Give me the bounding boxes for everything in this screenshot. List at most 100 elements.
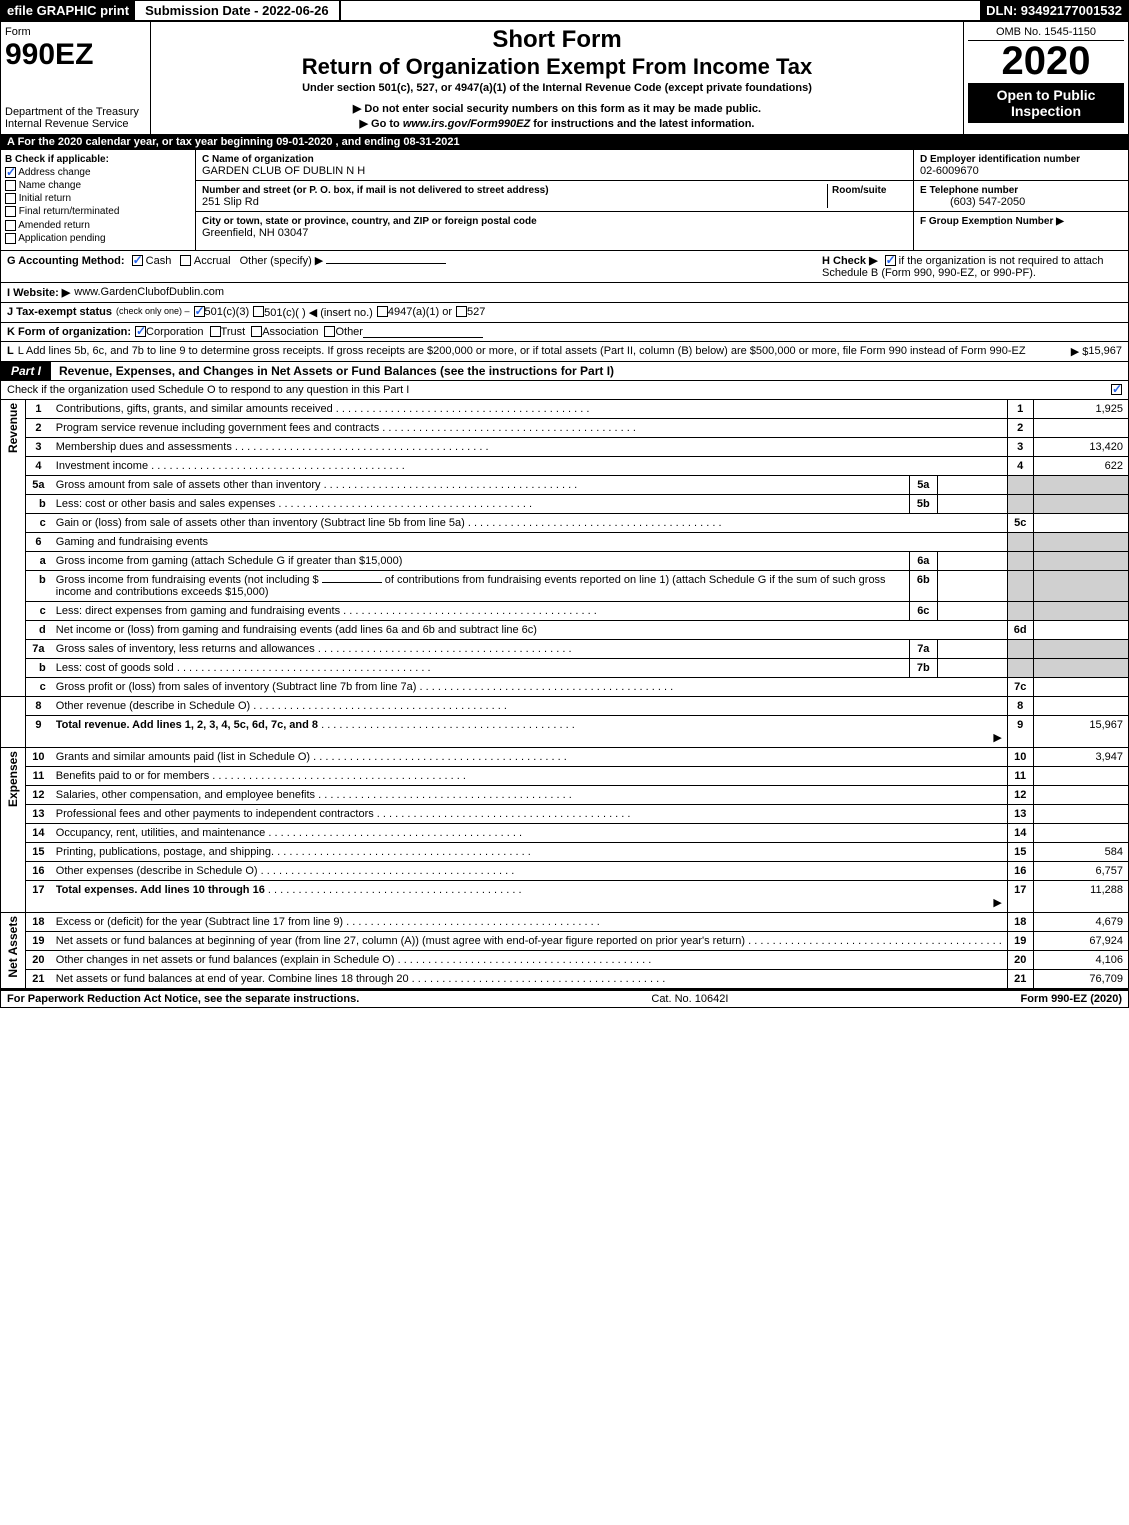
line-6-shade: [1007, 532, 1033, 551]
schedule-o-text: Check if the organization used Schedule …: [7, 384, 1111, 396]
line-2-value: [1033, 418, 1128, 437]
line-7c-text: Gross profit or (loss) from sales of inv…: [56, 681, 417, 693]
527-checkbox[interactable]: [456, 306, 467, 317]
line-4-col: 4: [1007, 456, 1033, 475]
other-org-checkbox[interactable]: [324, 326, 335, 337]
corporation-checkbox[interactable]: [135, 326, 146, 337]
line-4-value: 622: [1033, 456, 1128, 475]
line-6c-shade-val: [1033, 601, 1128, 620]
submission-date: Submission Date - 2022-06-26: [135, 1, 341, 20]
line-3-text: Membership dues and assessments: [56, 441, 232, 453]
line-9-col: 9: [1007, 715, 1033, 747]
line-2-col: 2: [1007, 418, 1033, 437]
l-arrow: ▶ $: [1071, 345, 1089, 358]
line-16-num: 16: [26, 861, 51, 880]
trust-checkbox[interactable]: [210, 326, 221, 337]
line-17-num: 17: [26, 880, 51, 912]
line-18-value: 4,679: [1033, 912, 1128, 931]
line-14-text: Occupancy, rent, utilities, and maintena…: [56, 827, 266, 839]
501c3-checkbox[interactable]: [194, 306, 205, 317]
accrual-label: Accrual: [194, 255, 231, 267]
line-19-num: 19: [26, 931, 51, 950]
line-10-text: Grants and similar amounts paid (list in…: [56, 751, 310, 763]
other-specify-label: Other (specify) ▶: [240, 255, 324, 267]
line-3-col: 3: [1007, 437, 1033, 456]
line-14-col: 14: [1007, 823, 1033, 842]
line-17-text: Total expenses. Add lines 10 through 16: [56, 884, 265, 896]
cash-checkbox[interactable]: [132, 255, 143, 266]
part-1-title: Revenue, Expenses, and Changes in Net As…: [51, 362, 1128, 380]
initial-return-checkbox[interactable]: [5, 193, 16, 204]
line-18-text: Excess or (deficit) for the year (Subtra…: [56, 916, 343, 928]
name-change-checkbox[interactable]: [5, 180, 16, 191]
amended-return-label: Amended return: [18, 220, 90, 231]
4947-checkbox[interactable]: [377, 306, 388, 317]
line-5c-text: Gain or (loss) from sale of assets other…: [56, 517, 465, 529]
501c3-label: 501(c)(3): [205, 306, 250, 319]
dln-number: DLN: 93492177001532: [980, 1, 1128, 20]
line-6a-shade: [1007, 551, 1033, 570]
line-7c-num: c: [26, 677, 51, 696]
phone-value: (603) 547-2050: [920, 196, 1025, 208]
line-8-text: Other revenue (describe in Schedule O): [56, 700, 250, 712]
line-14-value: [1033, 823, 1128, 842]
schedule-o-checkbox[interactable]: [1111, 384, 1122, 395]
line-5b-shade-val: [1033, 494, 1128, 513]
line-8-num: 8: [26, 696, 51, 715]
line-9-num: 9: [26, 715, 51, 747]
part-1-tag: Part I: [1, 362, 51, 380]
line-1-col: 1: [1007, 400, 1033, 419]
line-9-text: Total revenue. Add lines 1, 2, 3, 4, 5c,…: [56, 719, 318, 731]
application-pending-checkbox[interactable]: [5, 233, 16, 244]
website-value[interactable]: www.GardenClubofDublin.com: [74, 286, 224, 299]
irs-link[interactable]: www.irs.gov/Form990EZ: [403, 118, 530, 130]
4947-label: 4947(a)(1) or: [388, 306, 452, 319]
amended-return-checkbox[interactable]: [5, 220, 16, 231]
line-7b-text: Less: cost of goods sold: [56, 662, 174, 674]
return-title: Return of Organization Exempt From Incom…: [155, 54, 959, 80]
line-6c-midval: [937, 601, 1007, 620]
line-6a-text: Gross income from gaming (attach Schedul…: [56, 555, 403, 567]
line-18-col: 18: [1007, 912, 1033, 931]
line-19-text: Net assets or fund balances at beginning…: [56, 935, 745, 947]
dept-treasury: Department of the Treasury: [5, 106, 146, 118]
top-bar: efile GRAPHIC print Submission Date - 20…: [0, 0, 1129, 22]
l-text: L Add lines 5b, 6c, and 7b to line 9 to …: [18, 345, 1071, 358]
line-6b-midval: [937, 570, 1007, 601]
page-footer: For Paperwork Reduction Act Notice, see …: [0, 989, 1129, 1008]
line-5b-midval: [937, 494, 1007, 513]
line-10-value: 3,947: [1033, 747, 1128, 766]
line-12-value: [1033, 785, 1128, 804]
final-return-checkbox[interactable]: [5, 206, 16, 217]
line-8-col: 8: [1007, 696, 1033, 715]
line-11-text: Benefits paid to or for members: [56, 770, 209, 782]
org-info-box: B Check if applicable: Address change Na…: [0, 150, 1129, 251]
accrual-checkbox[interactable]: [180, 255, 191, 266]
line-5a-mid: 5a: [909, 475, 937, 494]
address-change-checkbox[interactable]: [5, 167, 16, 178]
name-change-label: Name change: [19, 180, 81, 191]
line-7a-shade: [1007, 639, 1033, 658]
line-18-num: 18: [26, 912, 51, 931]
association-checkbox[interactable]: [251, 326, 262, 337]
line-4-num: 4: [26, 456, 51, 475]
trust-label: Trust: [221, 326, 246, 338]
line-20-col: 20: [1007, 950, 1033, 969]
line-6c-shade: [1007, 601, 1033, 620]
part-1-table: Revenue 1 Contributions, gifts, grants, …: [0, 400, 1129, 989]
line-21-col: 21: [1007, 969, 1033, 988]
line-7b-midval: [937, 658, 1007, 677]
efile-print-label[interactable]: efile GRAPHIC print: [1, 1, 135, 20]
501c-checkbox[interactable]: [253, 306, 264, 317]
ssn-note: ▶ Do not enter social security numbers o…: [155, 102, 959, 115]
line-7a-num: 7a: [26, 639, 51, 658]
schedule-b-checkbox[interactable]: [885, 255, 896, 266]
line-20-text: Other changes in net assets or fund bala…: [56, 954, 395, 966]
line-7a-shade-val: [1033, 639, 1128, 658]
527-label: 527: [467, 306, 485, 319]
line-11-value: [1033, 766, 1128, 785]
org-name: GARDEN CLUB OF DUBLIN N H: [202, 165, 365, 177]
line-5b-mid: 5b: [909, 494, 937, 513]
dept-irs: Internal Revenue Service: [5, 118, 146, 130]
line-15-value: 584: [1033, 842, 1128, 861]
